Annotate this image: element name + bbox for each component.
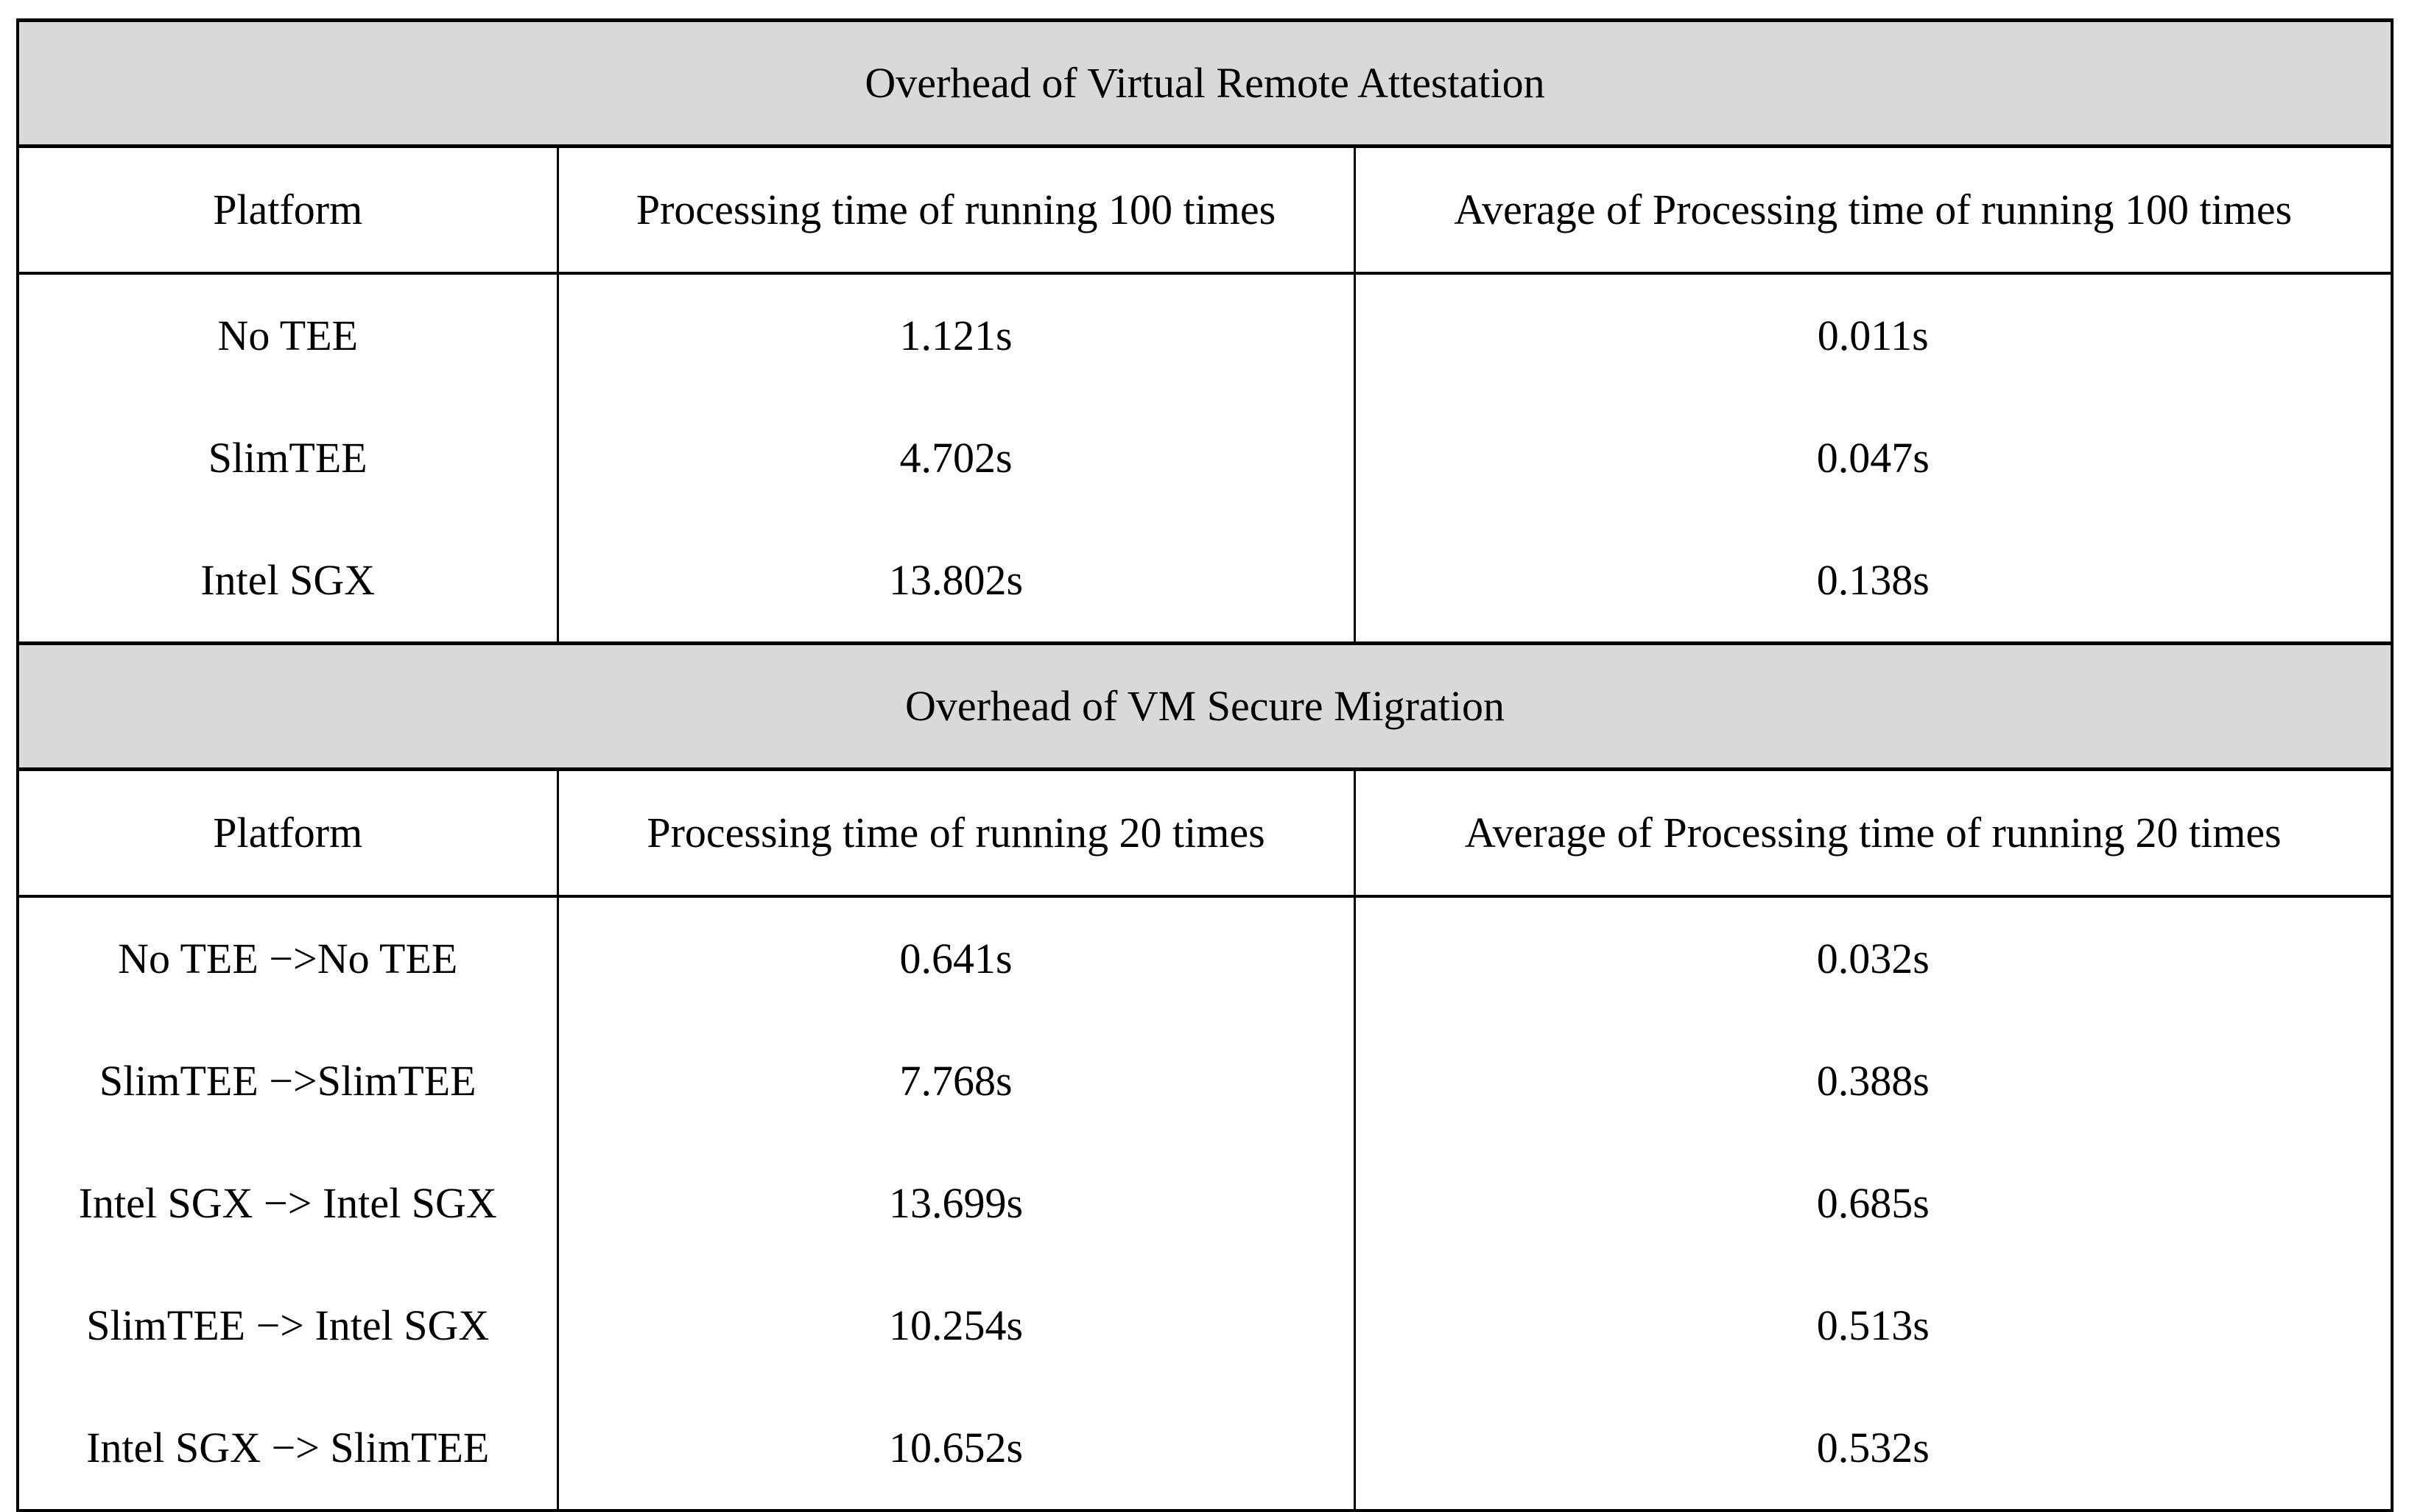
average-time-cell: 0.138s — [1353, 519, 2393, 644]
average-time-cell: 0.388s — [1353, 1020, 2393, 1142]
platform-cell: SlimTEE — [18, 397, 559, 519]
platform-cell: No TEE −>No TEE — [18, 896, 559, 1020]
section-band-vm-migration: Overhead of VM Secure Migration — [18, 641, 2393, 771]
section-title-vm-migration: Overhead of VM Secure Migration — [18, 641, 2393, 771]
processing-time-cell: 4.702s — [899, 434, 1013, 482]
average-time-cell: 0.011s — [1353, 273, 2393, 397]
column-header-processing-time-100: Processing time of running 100 times — [558, 146, 1354, 275]
processing-time-cell: 0.641s — [899, 935, 1013, 982]
column-header-platform: Platform — [18, 769, 559, 898]
average-time-cell: 0.532s — [1353, 1387, 2393, 1511]
header-row-attestation: Platform Processing time of running 100 … — [18, 146, 2393, 275]
average-time-cell: 0.047s — [1353, 397, 2393, 519]
processing-time-cell: 10.652s — [888, 1424, 1024, 1471]
platform-cell: SlimTEE −>SlimTEE — [18, 1020, 559, 1142]
overhead-table: Overhead of Virtual Remote Attestation P… — [16, 18, 2394, 1512]
table-row-sgx-to-slimtee: Intel SGX −> SlimTEE 10.652s 0.532s — [18, 1387, 2393, 1511]
processing-time-cell: 10.254s — [888, 1301, 1024, 1349]
platform-cell: No TEE — [18, 273, 559, 397]
header-row-migration: Platform Processing time of running 20 t… — [18, 769, 2393, 898]
table-row-intel-sgx: Intel SGX 13.802s 0.138s — [18, 519, 2393, 644]
column-header-platform: Platform — [18, 146, 559, 275]
table-row-slimtee: SlimTEE 4.702s 0.047s — [18, 397, 2393, 519]
processing-time-cell: 7.768s — [899, 1057, 1013, 1105]
platform-cell: SlimTEE −> Intel SGX — [18, 1265, 559, 1387]
average-time-cell: 0.032s — [1353, 896, 2393, 1020]
average-time-cell: 0.513s — [1353, 1265, 2393, 1387]
processing-time-cell: 13.802s — [888, 556, 1024, 604]
column-header-processing-time-20: Processing time of running 20 times — [558, 769, 1354, 898]
column-header-average-time-20: Average of Processing time of running 20… — [1353, 769, 2393, 898]
processing-time-cell: 13.699s — [888, 1179, 1024, 1227]
section-band-remote-attestation: Overhead of Virtual Remote Attestation — [18, 18, 2393, 148]
table-row-no-tee: No TEE 1.121s 0.011s — [18, 273, 2393, 397]
processing-time-cell: 1.121s — [899, 312, 1013, 359]
platform-cell: Intel SGX −> Intel SGX — [18, 1142, 559, 1265]
section-title-remote-attestation: Overhead of Virtual Remote Attestation — [18, 18, 2393, 148]
column-header-average-time-100: Average of Processing time of running 10… — [1353, 146, 2393, 275]
platform-cell: Intel SGX −> SlimTEE — [18, 1387, 559, 1511]
table-row-sgx-to-sgx: Intel SGX −> Intel SGX 13.699s 0.685s — [18, 1142, 2393, 1265]
platform-cell: Intel SGX — [18, 519, 559, 644]
table-row-notee-to-notee: No TEE −>No TEE 0.641s 0.032s — [18, 896, 2393, 1020]
table-row-slimtee-to-sgx: SlimTEE −> Intel SGX 10.254s 0.513s — [18, 1265, 2393, 1387]
table-row-slimtee-to-slimtee: SlimTEE −>SlimTEE 7.768s 0.388s — [18, 1020, 2393, 1142]
average-time-cell: 0.685s — [1353, 1142, 2393, 1265]
